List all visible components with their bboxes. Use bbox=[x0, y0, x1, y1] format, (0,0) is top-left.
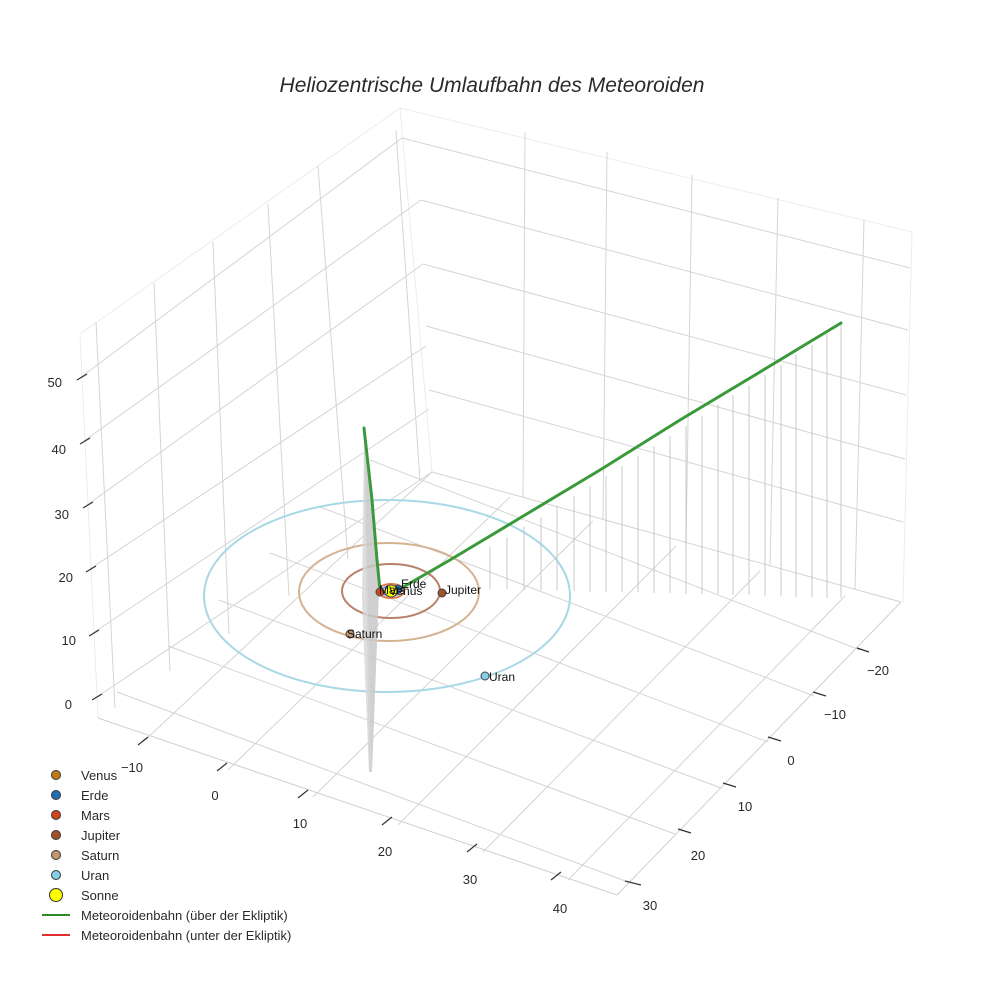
legend-item-mars[interactable]: Mars bbox=[36, 805, 291, 825]
planet-saturn[interactable] bbox=[345, 629, 355, 639]
x-axis-labels: −10 0 10 20 30 40 bbox=[121, 760, 567, 916]
legend-item-trajectory-below[interactable]: Meteoroidenbahn (unter der Ekliptik) bbox=[36, 925, 291, 945]
trajectory-curtain bbox=[362, 428, 379, 772]
planet-jupiter[interactable] bbox=[437, 588, 447, 598]
z-axis-labels: 0 10 20 30 40 50 bbox=[48, 375, 76, 712]
orbit-uran bbox=[203, 499, 571, 693]
svg-text:10: 10 bbox=[62, 633, 76, 648]
meteoroid-trajectory-above[interactable] bbox=[362, 321, 843, 592]
svg-text:40: 40 bbox=[553, 901, 567, 916]
label-venus: Venus bbox=[389, 584, 422, 598]
back-wall-left bbox=[79, 107, 433, 719]
svg-text:20: 20 bbox=[378, 844, 392, 859]
svg-text:30: 30 bbox=[55, 507, 69, 522]
y-axis-labels: −20 −10 0 10 20 30 bbox=[643, 663, 889, 913]
svg-text:20: 20 bbox=[59, 570, 73, 585]
svg-text:0: 0 bbox=[787, 753, 794, 768]
svg-text:50: 50 bbox=[48, 375, 62, 390]
trajectory-droplines bbox=[489, 323, 842, 598]
svg-text:0: 0 bbox=[65, 697, 72, 712]
label-uran: Uran bbox=[489, 670, 515, 684]
svg-text:10: 10 bbox=[293, 816, 307, 831]
planet-uran[interactable] bbox=[480, 671, 490, 681]
planet-labels: Saturn Uran Jupiter Mars Venus Erde bbox=[347, 577, 515, 684]
green-line-icon bbox=[42, 914, 70, 916]
mars-marker-icon bbox=[51, 810, 61, 820]
svg-text:−20: −20 bbox=[867, 663, 889, 678]
svg-text:20: 20 bbox=[691, 848, 705, 863]
planets bbox=[345, 584, 490, 681]
svg-text:30: 30 bbox=[463, 872, 477, 887]
erde-marker-icon bbox=[51, 790, 61, 800]
svg-text:40: 40 bbox=[52, 442, 66, 457]
sun-marker-icon bbox=[49, 888, 63, 902]
legend-item-erde[interactable]: Erde bbox=[36, 785, 291, 805]
saturn-marker-icon bbox=[51, 850, 61, 860]
label-saturn: Saturn bbox=[347, 627, 382, 641]
svg-text:−10: −10 bbox=[824, 707, 846, 722]
legend-item-trajectory-above[interactable]: Meteoroidenbahn (über der Ekliptik) bbox=[36, 905, 291, 925]
svg-text:−10: −10 bbox=[121, 760, 143, 775]
planet-mars[interactable] bbox=[375, 587, 385, 597]
legend-item-uran[interactable]: Uran bbox=[36, 865, 291, 885]
svg-text:10: 10 bbox=[738, 799, 752, 814]
label-erde: Erde bbox=[401, 577, 427, 591]
svg-text:30: 30 bbox=[643, 898, 657, 913]
svg-text:0: 0 bbox=[211, 788, 218, 803]
orbit-saturn bbox=[298, 542, 480, 642]
legend-item-venus[interactable]: Venus bbox=[36, 765, 291, 785]
z-axis-ticks bbox=[76, 373, 103, 701]
red-line-icon bbox=[42, 934, 70, 936]
chart-title: Heliozentrische Umlaufbahn des Meteoroid… bbox=[279, 74, 705, 97]
uran-marker-icon bbox=[51, 870, 61, 880]
y-axis-ticks bbox=[624, 647, 870, 886]
floor-grid bbox=[97, 459, 902, 896]
jupiter-marker-icon bbox=[51, 830, 61, 840]
back-wall-right bbox=[399, 107, 913, 603]
venus-marker-icon bbox=[51, 770, 61, 780]
label-jupiter: Jupiter bbox=[445, 583, 481, 597]
legend-item-sonne[interactable]: Sonne bbox=[36, 885, 291, 905]
x-axis-ticks bbox=[137, 736, 562, 881]
legend-item-saturn[interactable]: Saturn bbox=[36, 845, 291, 865]
legend: Venus Erde Mars Jupiter Saturn Uran Sonn… bbox=[36, 765, 291, 945]
legend-item-jupiter[interactable]: Jupiter bbox=[36, 825, 291, 845]
label-mars: Mars bbox=[379, 583, 406, 597]
sun[interactable] bbox=[384, 584, 398, 598]
